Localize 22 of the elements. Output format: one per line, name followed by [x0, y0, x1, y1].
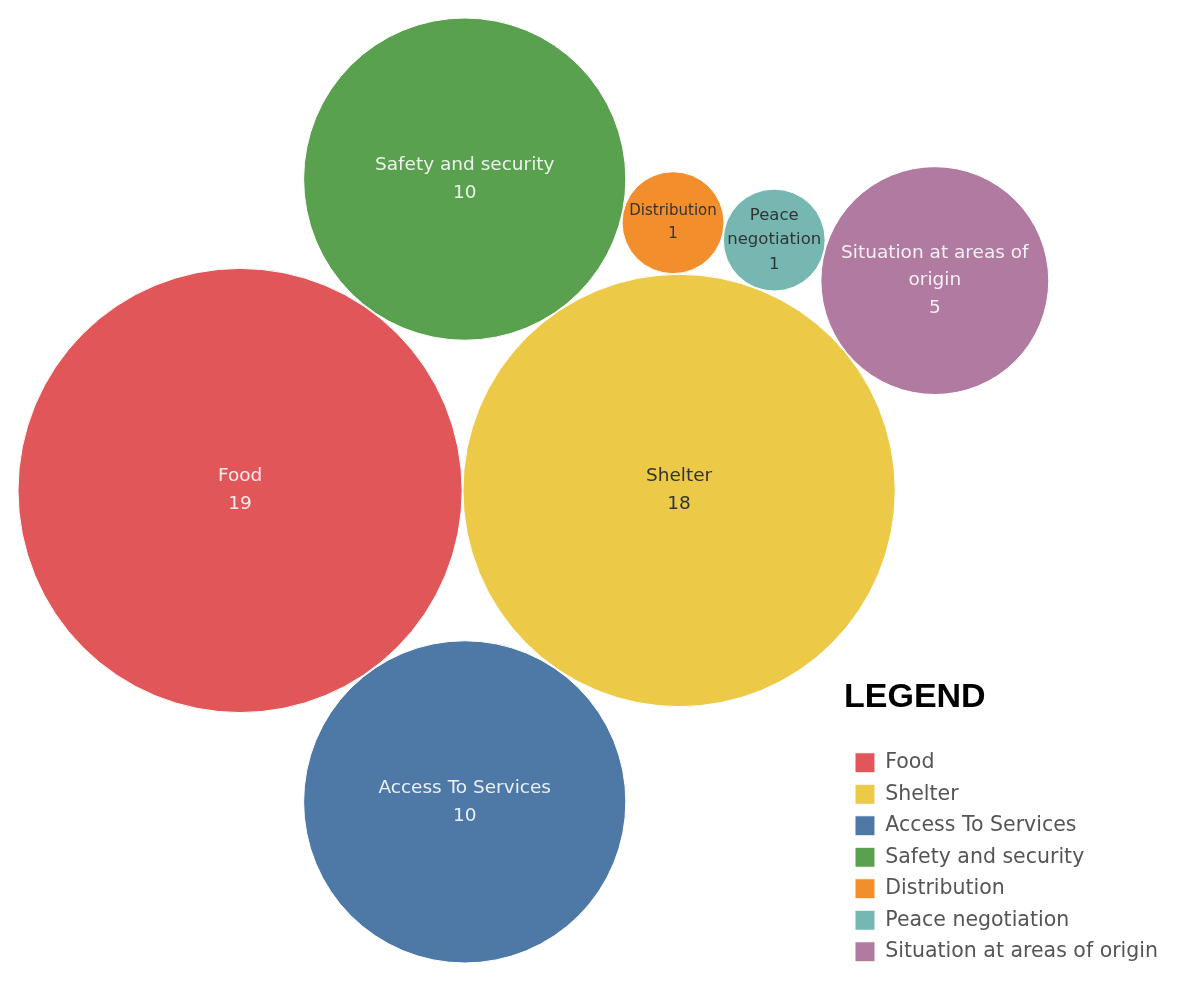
data-label: 19 — [228, 492, 252, 514]
category-label: Shelter — [645, 464, 713, 486]
data-label: 10 — [452, 180, 477, 202]
category-label: Access To Services — [378, 775, 552, 797]
legend-title: LEGEND — [843, 676, 986, 715]
data-label: 5 — [928, 296, 941, 318]
legend-label: Shelter — [885, 780, 960, 805]
legend-label: Food — [885, 749, 935, 774]
legend-label: Distribution — [885, 875, 1005, 900]
category-label: Peace negotiation — [727, 204, 822, 249]
legend-label: Access To Services — [885, 812, 1077, 837]
legend-label: Situation at areas of origin — [885, 938, 1159, 963]
data-label: 1 — [768, 254, 780, 274]
data-label: 1 — [668, 223, 678, 242]
legend-label: Safety and security — [885, 843, 1085, 868]
category-label: Situation at areas of origin — [841, 240, 1030, 290]
category-label: Distribution — [629, 201, 717, 220]
category-label: Food — [217, 464, 263, 486]
legend-label: Peace negotiation — [885, 906, 1070, 931]
data-label: 18 — [667, 492, 691, 514]
category-label: Safety and security — [374, 153, 555, 175]
data-label: 10 — [452, 803, 477, 825]
